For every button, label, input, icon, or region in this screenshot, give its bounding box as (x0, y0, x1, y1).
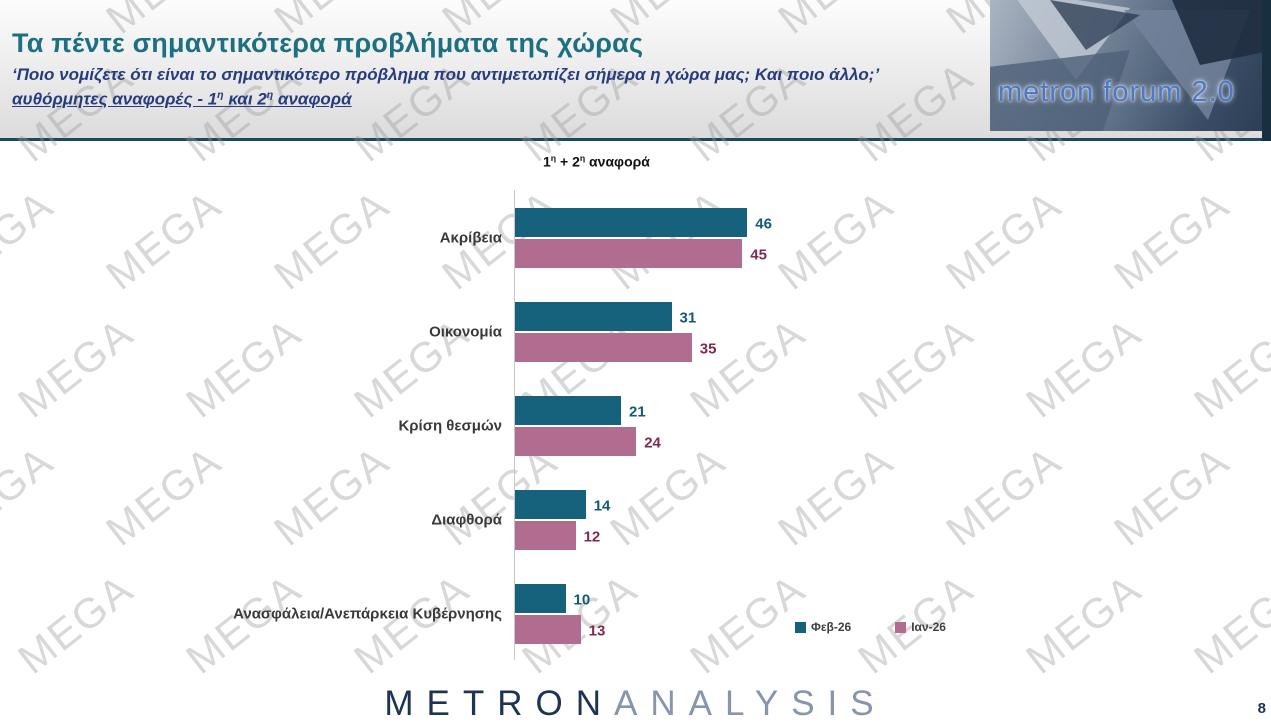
page-title: Τα πέντε σημαντικότερα προβλήματα της χώ… (12, 28, 644, 58)
legend-swatch (795, 621, 806, 633)
plot-area: Φεβ-26 Ιαν-26 Ακρίβεια 46 45 Οικονομία 31 35 Κρ… (233, 190, 1134, 660)
watermark-text: MEGA (97, 436, 230, 555)
reference-text: αυθόρμητες αναφορές - 1 (12, 89, 218, 109)
bar-value-label: 10 (573, 591, 591, 608)
footer-brand-analysis: ANALYSIS (614, 684, 887, 723)
footer-brand-metron: METRON (384, 684, 615, 723)
legend-label: Ιαν-26 (911, 620, 946, 634)
bar-value-label: 13 (588, 622, 606, 639)
chart-title-text: + 2 (556, 153, 580, 170)
bar (515, 302, 672, 331)
bar-value-label: 35 (699, 340, 717, 357)
bar-value-label: 21 (629, 403, 646, 420)
watermark-text: MEGA (9, 308, 142, 427)
bar (515, 615, 581, 644)
legend: Φεβ-26 Ιαν-26 (795, 620, 946, 634)
bar (515, 584, 566, 613)
chart-title-text: αναφορά (585, 153, 650, 170)
reference-sup: η (266, 89, 274, 101)
category-label: Κρίση θεσμών (398, 417, 502, 435)
y-axis-line (514, 190, 515, 660)
watermark-text: MEGA (1185, 308, 1271, 427)
page-subtitle: ‘Ποιο νομίζετε ότι είναι το σημαντικότερ… (12, 65, 880, 84)
bar-value-label: 31 (679, 309, 697, 326)
watermark-text: MEGA (1185, 564, 1271, 683)
reference-text: και 2 (223, 89, 267, 109)
bar-value-label: 45 (750, 246, 767, 263)
legend-swatch (895, 621, 907, 633)
chart-title: 1η + 2η αναφορά (543, 153, 650, 170)
bar-value-label: 14 (593, 497, 611, 514)
bar-value-label: 46 (755, 215, 772, 232)
bar (515, 333, 692, 362)
category-label: Διαφθορά (431, 511, 502, 529)
chart-title-sup: η (550, 153, 557, 163)
legend-label: Φεβ-26 (811, 620, 852, 634)
chart-title-text: 1 (543, 153, 551, 170)
metron-forum-photo: metron forum 2.0 (990, 0, 1262, 131)
watermark-text: MEGA (0, 436, 62, 555)
bar (515, 490, 586, 519)
watermark-text: MEGA (265, 436, 398, 555)
page-number: 8 (1257, 700, 1266, 717)
reference-text: αναφορά (273, 89, 352, 109)
category-label: Οικονομία (429, 323, 502, 341)
subtitle-reference-line: αυθόρμητες αναφορές - 1η και 2η αναφορά (12, 89, 972, 110)
chart-title-sup: η (579, 153, 586, 163)
reference-sup: η (217, 89, 224, 101)
legend-item: Φεβ-26 (795, 620, 851, 634)
header: Τα πέντε σημαντικότερα προβλήματα της χώ… (12, 28, 972, 110)
bar (515, 396, 622, 425)
category-label: Ανασφάλεια/Ανεπάρκεια Κυβέρνησης (233, 605, 502, 623)
bar-value-label: 24 (644, 434, 661, 451)
bar-value-label: 12 (583, 528, 601, 545)
bar (515, 239, 743, 268)
metron-forum-logo: metron forum 2.0 (998, 76, 1235, 108)
bar (515, 208, 748, 237)
header-right-stripe (1262, 0, 1271, 141)
footer-logo: METRONANALYSIS (0, 684, 1271, 724)
category-label: Ακρίβεια (439, 229, 502, 247)
bar (515, 427, 637, 456)
watermark-text: MEGA (9, 564, 142, 683)
legend-item: Ιαν-26 (895, 620, 946, 634)
bar (515, 521, 576, 550)
watermark-text: MEGA (0, 180, 62, 299)
